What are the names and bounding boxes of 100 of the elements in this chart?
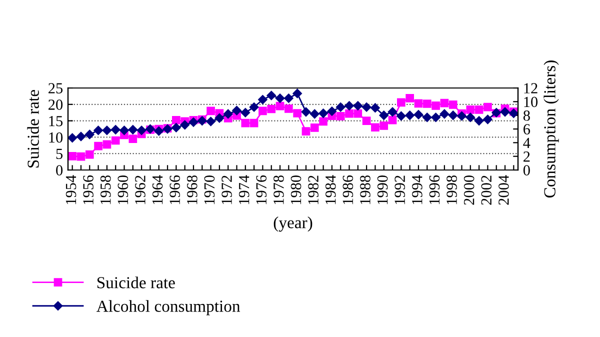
point xyxy=(293,109,302,118)
x-tick-label: 1992 xyxy=(394,176,405,204)
y2-tick-label: 4 xyxy=(523,138,530,148)
point xyxy=(301,107,311,117)
point xyxy=(396,111,406,121)
point xyxy=(250,118,258,128)
x-tick-label: 1960 xyxy=(118,175,128,204)
point xyxy=(474,116,484,126)
point xyxy=(68,133,77,143)
legend-label: Suicide rate xyxy=(97,276,175,288)
point xyxy=(240,108,250,118)
point xyxy=(241,118,250,128)
point xyxy=(405,110,414,120)
point xyxy=(266,90,276,100)
point xyxy=(318,108,328,118)
y2-tick-label: 10 xyxy=(524,96,538,108)
point xyxy=(206,116,216,126)
point xyxy=(440,98,449,108)
point xyxy=(474,105,484,114)
point xyxy=(94,126,103,135)
y-tick-label: 5 xyxy=(56,148,63,160)
point xyxy=(267,104,276,114)
x-tick-label: 1996 xyxy=(429,175,440,204)
x-tick-label: 1956 xyxy=(83,175,94,204)
y2-tick-label: 6 xyxy=(524,124,530,134)
x-tick-label: 1964 xyxy=(152,175,163,204)
point xyxy=(302,127,310,136)
point xyxy=(354,109,362,118)
x-tick-label: 1988 xyxy=(360,175,370,204)
y-tick-label: 25 xyxy=(48,83,63,94)
point xyxy=(292,88,302,98)
y2-tick-label: 2 xyxy=(524,152,530,162)
x-tick-label: 1994 xyxy=(412,175,422,204)
point xyxy=(310,124,319,132)
point xyxy=(388,107,398,117)
point xyxy=(327,106,337,116)
point xyxy=(432,102,440,110)
point xyxy=(232,106,242,116)
x-tick-label: 1980 xyxy=(290,175,302,204)
point xyxy=(284,104,293,113)
x-tick-label: 2004 xyxy=(498,175,509,205)
point xyxy=(111,136,120,145)
point xyxy=(353,101,363,110)
point xyxy=(172,123,181,132)
point xyxy=(249,102,259,112)
y-tick-label: 10 xyxy=(49,132,63,143)
point xyxy=(223,109,233,119)
legend-label: Alcohol consumption xyxy=(96,300,240,316)
x-tick-label: 1966 xyxy=(170,175,180,204)
x-tick-label: 1970 xyxy=(204,175,215,204)
y-tick-label: 15 xyxy=(49,116,63,126)
point xyxy=(276,102,284,110)
point xyxy=(362,102,372,112)
point xyxy=(466,112,476,122)
point xyxy=(188,118,198,127)
point xyxy=(180,120,190,130)
x-tick-label: 1954 xyxy=(66,175,76,204)
point xyxy=(258,94,268,104)
point xyxy=(448,100,458,109)
point xyxy=(284,94,294,103)
point xyxy=(371,123,380,132)
point xyxy=(457,111,466,121)
point xyxy=(380,122,388,130)
point xyxy=(76,132,86,142)
y-axis-title: Suicide rate xyxy=(27,90,39,168)
point xyxy=(136,126,146,135)
point xyxy=(102,126,112,135)
x-tick-label: 1978 xyxy=(274,175,284,204)
point xyxy=(128,134,138,144)
point xyxy=(258,106,267,116)
point xyxy=(275,94,285,103)
point xyxy=(431,112,440,122)
point xyxy=(319,117,328,126)
x-tick-label: 1976 xyxy=(256,175,267,204)
x-tick-label: 1974 xyxy=(238,175,250,204)
point xyxy=(406,94,414,102)
y2-tick-label: 12 xyxy=(524,83,538,94)
point xyxy=(336,102,346,112)
x-tick-label: 1984 xyxy=(325,175,336,204)
point xyxy=(128,125,138,134)
point xyxy=(414,99,423,108)
y-tick-label: 20 xyxy=(48,100,63,110)
point xyxy=(310,109,320,119)
point xyxy=(362,116,371,125)
point xyxy=(484,102,492,112)
x-axis-title: (year) xyxy=(274,216,312,232)
point xyxy=(345,109,354,118)
point xyxy=(206,106,215,116)
point xyxy=(414,110,424,120)
point xyxy=(94,142,102,150)
point xyxy=(448,110,458,120)
point xyxy=(214,113,224,123)
x-tick-label: 1982 xyxy=(308,176,318,204)
x-tick-label: 1968 xyxy=(186,175,198,204)
x-tick-label: 2002 xyxy=(481,176,492,205)
point xyxy=(466,105,475,114)
x-tick-label: 1962 xyxy=(135,176,146,204)
point xyxy=(120,126,129,135)
point xyxy=(102,140,112,149)
point xyxy=(172,116,180,124)
